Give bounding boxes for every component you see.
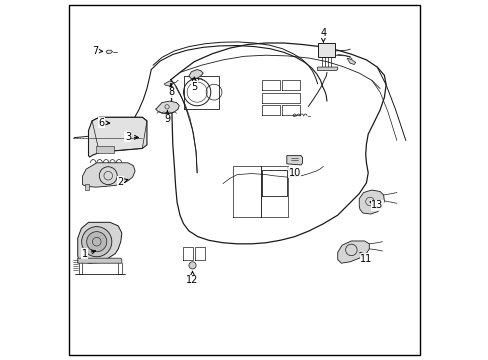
Polygon shape: [85, 184, 88, 190]
Text: 12: 12: [186, 271, 198, 285]
Circle shape: [81, 226, 112, 257]
Polygon shape: [96, 146, 113, 153]
Polygon shape: [78, 222, 122, 263]
Polygon shape: [188, 69, 203, 79]
Polygon shape: [78, 258, 122, 263]
Circle shape: [188, 262, 196, 269]
Polygon shape: [346, 58, 355, 64]
Text: 11: 11: [359, 252, 372, 264]
Text: 3: 3: [124, 132, 138, 142]
Text: 8: 8: [167, 84, 174, 97]
Polygon shape: [318, 43, 334, 57]
Polygon shape: [155, 101, 179, 114]
Polygon shape: [359, 190, 384, 214]
Polygon shape: [106, 50, 112, 54]
Text: 6: 6: [98, 118, 109, 128]
Polygon shape: [88, 117, 147, 157]
Polygon shape: [164, 81, 173, 86]
Text: 10: 10: [287, 168, 300, 178]
Polygon shape: [317, 67, 337, 71]
Polygon shape: [337, 241, 368, 263]
Text: 9: 9: [164, 111, 170, 124]
Polygon shape: [286, 156, 302, 165]
Circle shape: [86, 231, 106, 252]
Text: 4: 4: [320, 28, 326, 42]
Text: 13: 13: [369, 200, 383, 210]
Text: 5: 5: [191, 77, 197, 92]
Text: 1: 1: [81, 248, 95, 258]
Text: 2: 2: [118, 177, 128, 187]
Polygon shape: [116, 121, 124, 126]
Polygon shape: [82, 163, 135, 187]
Text: 7: 7: [92, 46, 102, 56]
